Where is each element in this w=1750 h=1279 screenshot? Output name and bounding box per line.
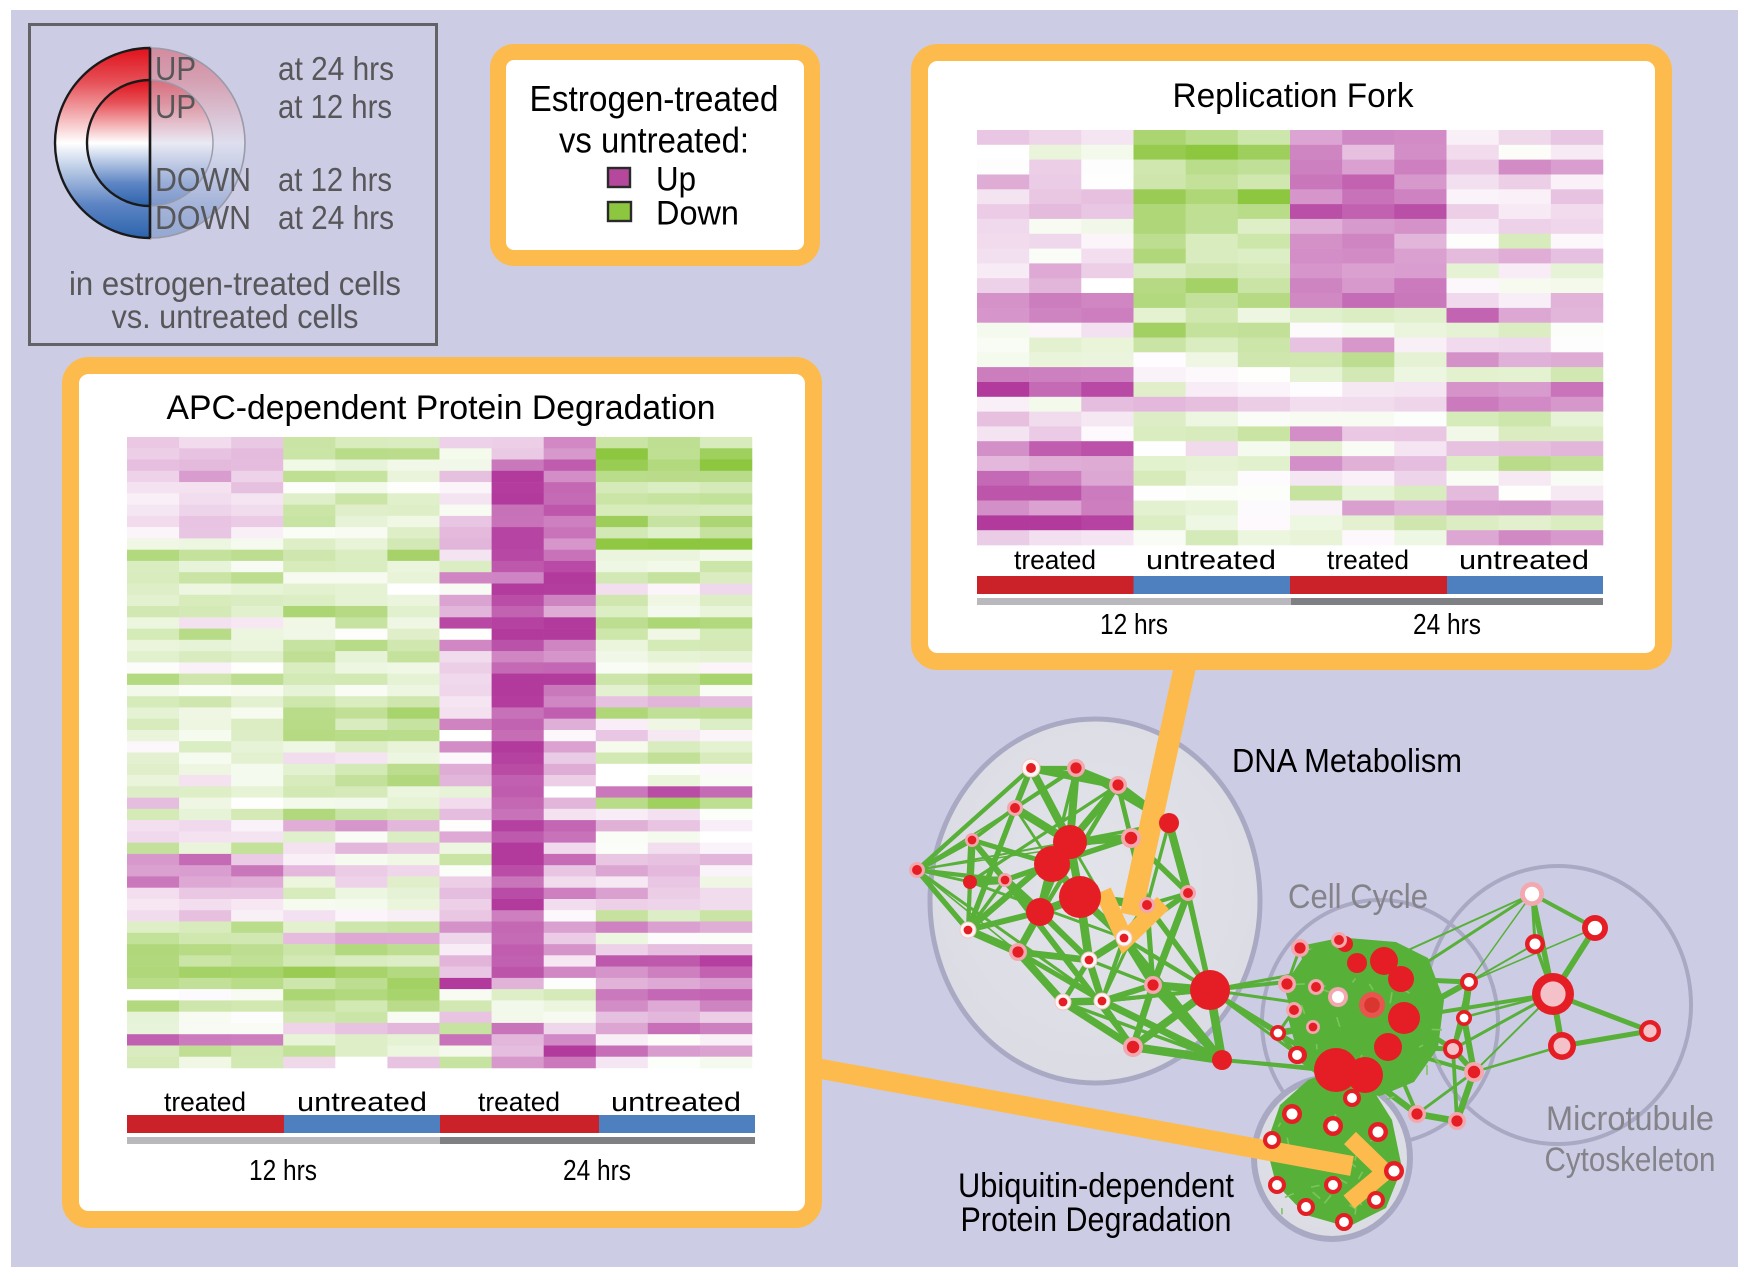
svg-text:DOWN: DOWN (155, 199, 251, 236)
svg-text:APC-dependent Protein Degradat: APC-dependent Protein Degradation (167, 389, 716, 427)
svg-text:Down: Down (656, 195, 739, 233)
svg-text:Cytoskeleton: Cytoskeleton (1545, 1141, 1716, 1179)
svg-text:at 12 hrs: at 12 hrs (278, 161, 392, 198)
svg-text:Estrogen-treated: Estrogen-treated (530, 78, 779, 119)
svg-text:untreated: untreated (297, 1087, 427, 1117)
svg-text:UP: UP (155, 50, 196, 87)
svg-text:vs. untreated cells: vs. untreated cells (112, 298, 359, 335)
svg-text:treated: treated (1327, 545, 1409, 575)
svg-text:untreated: untreated (611, 1087, 741, 1117)
svg-text:in estrogen-treated cells: in estrogen-treated cells (69, 265, 401, 302)
svg-text:Up: Up (656, 161, 696, 199)
svg-text:untreated: untreated (1146, 545, 1276, 575)
svg-text:Ubiquitin-dependent: Ubiquitin-dependent (958, 1167, 1234, 1205)
svg-text:DOWN: DOWN (155, 161, 251, 198)
svg-text:UP: UP (155, 88, 196, 125)
svg-text:treated: treated (164, 1087, 246, 1117)
svg-text:24 hrs: 24 hrs (1413, 609, 1481, 641)
svg-text:untreated: untreated (1459, 545, 1589, 575)
svg-text:Protein Degradation: Protein Degradation (961, 1201, 1232, 1239)
svg-text:12 hrs: 12 hrs (1100, 609, 1168, 641)
svg-text:treated: treated (478, 1087, 560, 1117)
svg-text:12 hrs: 12 hrs (249, 1155, 317, 1187)
svg-text:treated: treated (1014, 545, 1096, 575)
svg-text:Microtubule: Microtubule (1546, 1100, 1714, 1138)
svg-text:Cell Cycle: Cell Cycle (1288, 878, 1428, 916)
svg-text:Replication Fork: Replication Fork (1173, 77, 1415, 115)
svg-text:vs untreated:: vs untreated: (559, 120, 749, 161)
svg-text:at 12 hrs: at 12 hrs (278, 88, 392, 125)
svg-text:24 hrs: 24 hrs (563, 1155, 631, 1187)
svg-text:at 24 hrs: at 24 hrs (278, 199, 394, 236)
svg-text:at 24 hrs: at 24 hrs (278, 50, 394, 87)
svg-text:DNA Metabolism: DNA Metabolism (1232, 742, 1462, 779)
